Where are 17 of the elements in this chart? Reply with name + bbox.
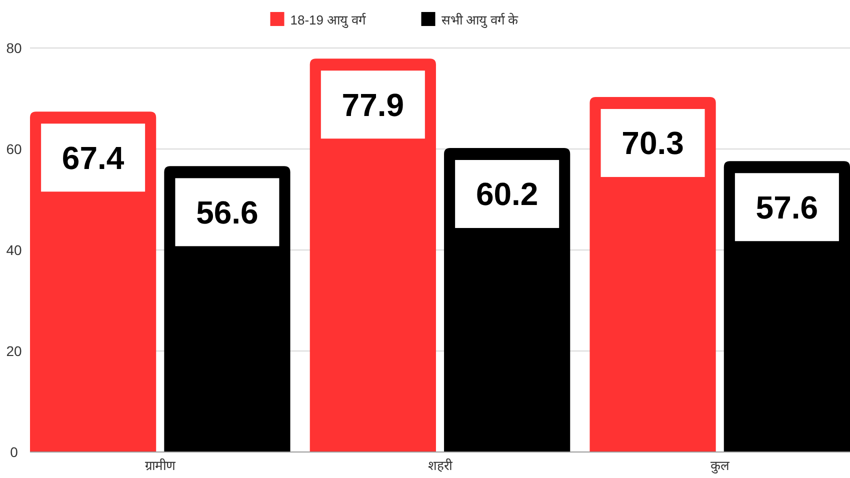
bar [310,58,436,452]
x-tick-label: शहरी [428,458,453,473]
y-tick-label: 60 [6,140,22,157]
data-label: 57.6 [756,189,818,226]
data-label: 60.2 [476,176,538,212]
x-tick-label: ग्रामीण [145,458,176,473]
y-tick-label: 80 [6,40,22,56]
y-tick-label: 40 [6,242,22,258]
y-tick-label: 20 [6,342,22,359]
data-label: 67.4 [62,140,124,176]
legend-label: सभी आयु वर्ग के [441,12,520,29]
y-tick-label: 0 [10,444,18,460]
data-label: 70.3 [622,125,684,162]
x-tick-label: कुल [710,458,730,474]
data-label: 77.9 [342,86,404,123]
data-label: 56.6 [196,194,258,230]
legend-label: 18-19 आयु वर्ग [290,12,367,29]
